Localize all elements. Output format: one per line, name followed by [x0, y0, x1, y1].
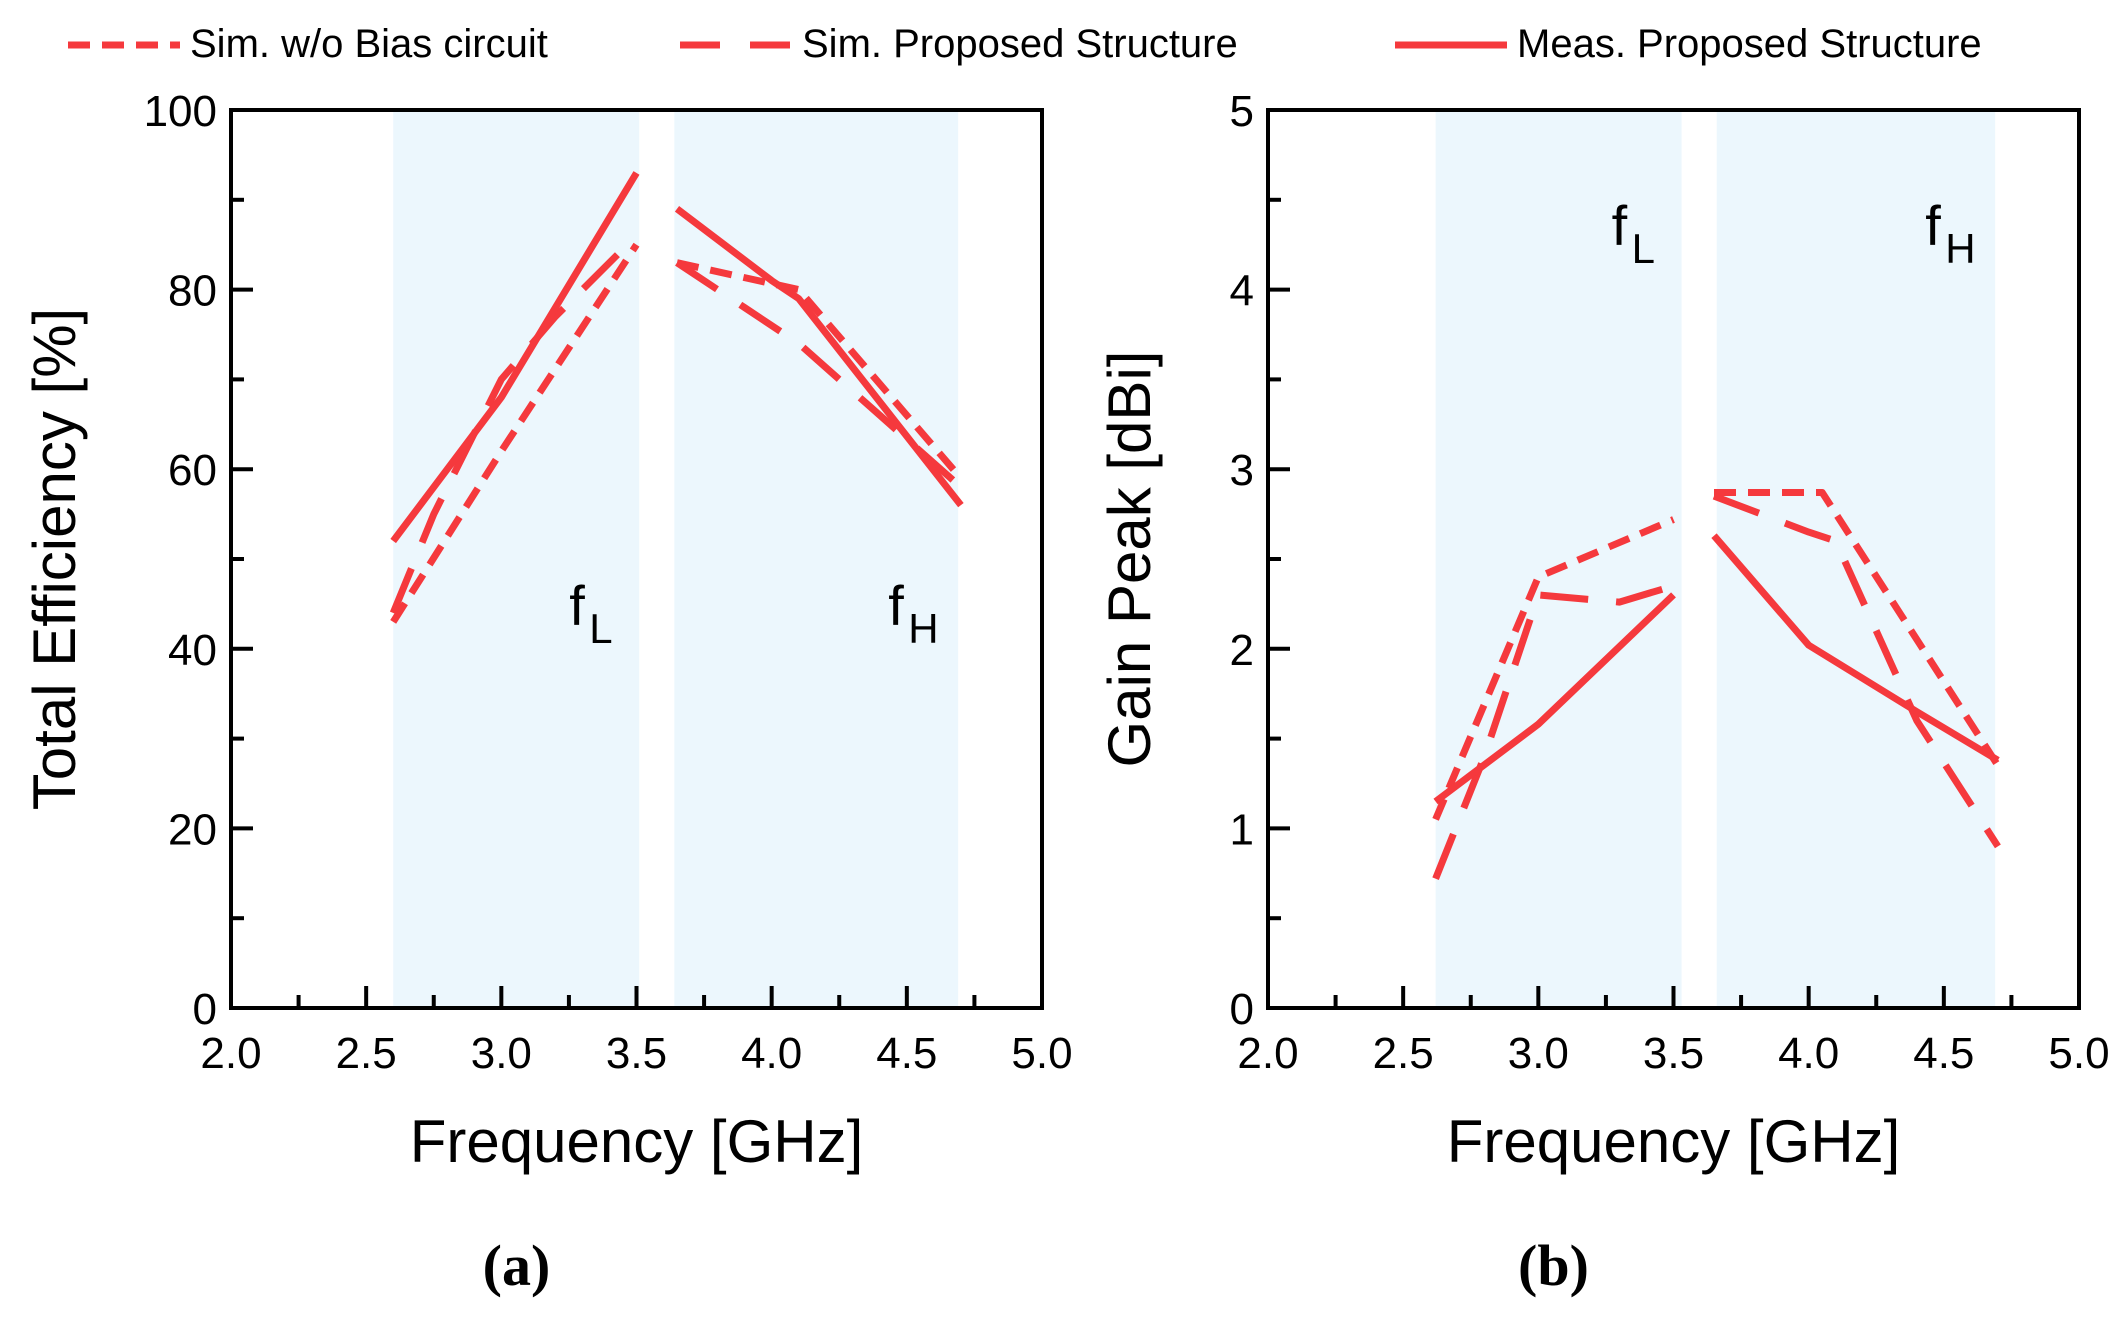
- x-tick-label: 3.5: [606, 1029, 667, 1078]
- panel-label: (a): [483, 1233, 551, 1298]
- shaded-band: [674, 110, 959, 1008]
- x-tick-label: 4.5: [876, 1029, 937, 1078]
- band-label: f: [1925, 194, 1941, 257]
- x-axis-title: Frequency [GHz]: [1447, 1108, 1901, 1175]
- band-label: f: [1612, 194, 1628, 257]
- y-tick-label: 100: [144, 87, 217, 136]
- y-tick-label: 0: [193, 985, 217, 1034]
- y-tick-label: 2: [1230, 626, 1254, 675]
- x-tick-label: 3.5: [1643, 1029, 1704, 1078]
- x-tick-label: 4.0: [1778, 1029, 1839, 1078]
- x-tick-label: 3.0: [471, 1029, 532, 1078]
- x-tick-label: 4.0: [741, 1029, 802, 1078]
- y-tick-label: 4: [1230, 267, 1254, 316]
- series-solid-line: [1433, 592, 1676, 805]
- x-tick-label: 2.5: [336, 1029, 397, 1078]
- series-long-dash-line: [1432, 582, 1675, 880]
- x-tick-label: 4.5: [1913, 1029, 1974, 1078]
- y-tick-label: 3: [1230, 446, 1254, 495]
- legend-label: Sim. w/o Bias circuit: [190, 22, 548, 66]
- panel-label: (b): [1518, 1233, 1589, 1298]
- band-label: f: [569, 574, 585, 637]
- y-tick-label: 5: [1230, 87, 1254, 136]
- x-tick-label: 3.0: [1508, 1029, 1569, 1078]
- series-solid-line: [1711, 533, 2000, 764]
- band-label-subscript: L: [1632, 225, 1655, 272]
- y-tick-label: 0: [1230, 985, 1254, 1034]
- series-short-dash-line: [1714, 489, 2001, 768]
- y-axis-title: Gain Peak [dBi]: [1096, 351, 1163, 768]
- band-label-subscript: L: [589, 605, 612, 652]
- x-axis-title: Frequency [GHz]: [410, 1108, 864, 1175]
- y-tick-label: 20: [168, 805, 217, 854]
- shaded-band: [1435, 110, 1682, 1008]
- y-axis-title: Total Efficiency [%]: [21, 308, 88, 810]
- shaded-band: [1716, 110, 1996, 1008]
- x-tick-label: 5.0: [2048, 1029, 2109, 1078]
- legend-label: Sim. Proposed Structure: [802, 22, 1238, 66]
- legend: Sim. w/o Bias circuit Sim. Proposed Struc…: [68, 22, 1982, 66]
- series-short-dash-line: [1432, 516, 1675, 821]
- series-solid-line: [390, 171, 640, 544]
- y-tick-label: 80: [168, 267, 217, 316]
- band-label: f: [888, 574, 904, 637]
- band-label-subscript: H: [908, 605, 938, 652]
- y-tick-label: 60: [168, 446, 217, 495]
- band-label-subscript: H: [1945, 225, 1975, 272]
- series-short-dash-line: [676, 259, 964, 481]
- x-tick-label: 2.0: [200, 1029, 261, 1078]
- y-tick-label: 1: [1230, 805, 1254, 854]
- x-tick-label: 5.0: [1011, 1029, 1072, 1078]
- x-tick-label: 2.0: [1237, 1029, 1298, 1078]
- legend-label: Meas. Proposed Structure: [1517, 22, 1982, 66]
- series-long-dash-line: [389, 233, 639, 615]
- series-solid-line: [674, 206, 964, 508]
- y-tick-label: 40: [168, 626, 217, 675]
- x-tick-label: 2.5: [1373, 1029, 1434, 1078]
